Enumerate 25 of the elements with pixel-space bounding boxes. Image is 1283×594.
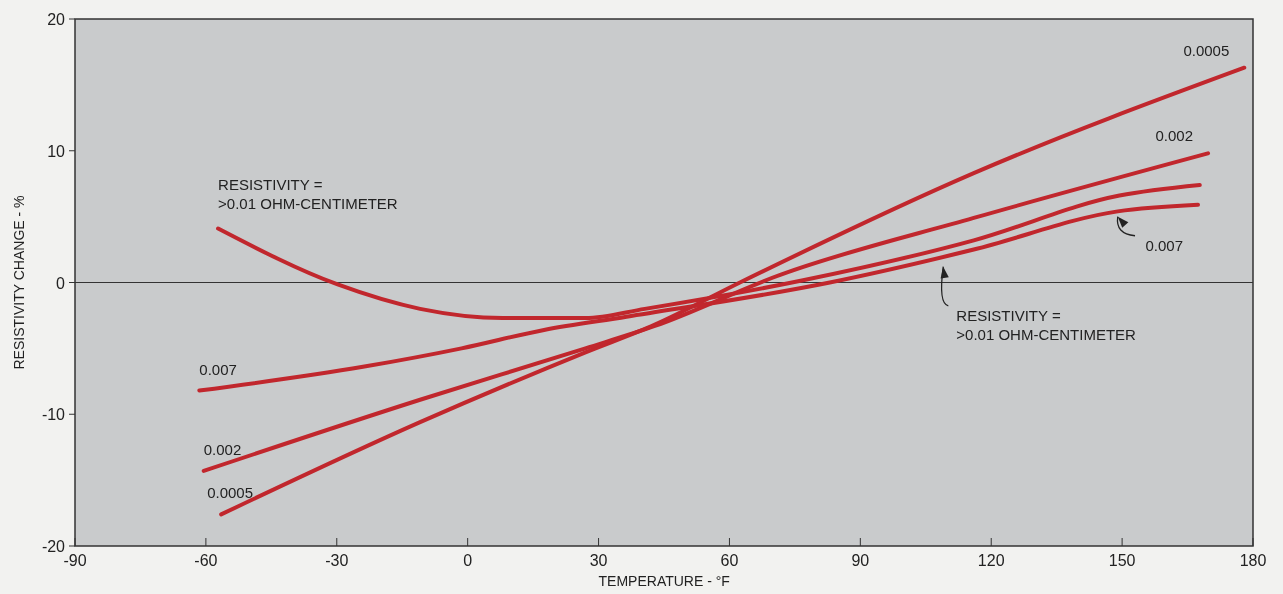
series-label: 0.002	[203, 440, 242, 458]
text: RESISTIVITY = >0.01 OHM-CENTIMETER	[956, 306, 1136, 343]
x-tick-label: 30	[589, 552, 608, 569]
y-tick-label: 20	[47, 11, 66, 28]
y-tick-label: 0	[56, 274, 66, 292]
text: 0.007	[1145, 236, 1184, 254]
text: 0.0005	[1183, 41, 1230, 59]
y-tick-label: -20	[41, 538, 66, 555]
x-tick-label: -60	[194, 552, 218, 569]
y-tick-label: 10	[47, 142, 66, 160]
x-tick-label: -90	[63, 552, 87, 569]
x-tick-label: 90	[851, 552, 870, 569]
text: 0.002	[1155, 127, 1194, 145]
x-tick-label: 0	[463, 552, 473, 569]
series-label: 0.007	[199, 360, 237, 378]
y-axis-title: RESISTIVITY CHANGE - %	[11, 195, 27, 370]
y-tick-label: -10	[41, 406, 66, 424]
x-tick-label: 60	[720, 552, 739, 569]
series-label: 0.0005	[207, 484, 254, 502]
series-label: RESISTIVITY = >0.01 OHM-CENTIMETER	[218, 176, 398, 213]
x-tick-label: 120	[977, 552, 1005, 569]
x-tick-label: -30	[325, 552, 349, 569]
x-tick-label: 150	[1108, 552, 1136, 569]
x-tick-label: 180	[1239, 552, 1267, 569]
x-axis-title: TEMPERATURE - °F	[598, 573, 730, 589]
